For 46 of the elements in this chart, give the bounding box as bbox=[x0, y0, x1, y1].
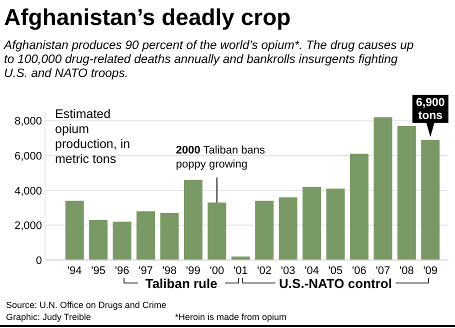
bar bbox=[160, 212, 179, 260]
text: Taliban rule bbox=[145, 276, 218, 291]
x-tick-label: '96 bbox=[114, 265, 130, 277]
text: U.S.-NATO control bbox=[279, 276, 392, 291]
x-tick-label: '02 bbox=[257, 265, 272, 277]
bar bbox=[184, 180, 202, 260]
x-tick-label: '09 bbox=[423, 265, 438, 277]
bar bbox=[374, 117, 392, 260]
y-tick-label: 8,000 bbox=[14, 116, 42, 128]
source-note: Source: U.N. Office on Drugs and Crime bbox=[6, 300, 166, 310]
x-tick-label: '94 bbox=[67, 265, 82, 277]
chart-title: Afghanistan’s deadly crop bbox=[4, 4, 291, 30]
x-tick-label: '95 bbox=[91, 265, 106, 277]
bar bbox=[208, 202, 226, 260]
chart-subtitle: Afghanistan produces 90 percent of the world’s opium*. The drug causes up to 100,000 drug-related deaths annually and bankrolls insurgents fighting U.S. and NATO troops. bbox=[3, 38, 414, 80]
bar bbox=[421, 140, 440, 260]
x-tick-label: '99 bbox=[186, 265, 200, 277]
bar bbox=[302, 186, 322, 260]
x-tick-label: '01 bbox=[233, 265, 248, 277]
bar bbox=[65, 200, 84, 260]
text: Graphic: Judy Treible bbox=[6, 312, 92, 322]
x-tick-label: '04 bbox=[304, 265, 319, 277]
bar bbox=[112, 222, 132, 260]
y-tick-label: 4,000 bbox=[14, 185, 42, 198]
bar bbox=[397, 126, 416, 260]
y-axis-title: Estimated opium production, in metric tons bbox=[55, 107, 130, 166]
y-tick-label: 0 bbox=[36, 255, 42, 267]
annotation: 2000 Taliban bans poppy growing bbox=[176, 144, 266, 171]
x-tick-label: '05 bbox=[328, 265, 343, 277]
y-tick-label: 6,000 bbox=[14, 150, 42, 163]
bar bbox=[350, 154, 368, 260]
bar bbox=[89, 220, 108, 260]
bar bbox=[278, 197, 298, 260]
bar bbox=[136, 211, 156, 260]
x-tick-label: '00 bbox=[210, 265, 224, 277]
x-tick-label: '98 bbox=[162, 265, 177, 277]
x-tick-label: '97 bbox=[138, 265, 153, 277]
text: *Heroin is made from opium bbox=[175, 312, 287, 322]
y-tick-label: 2,000 bbox=[14, 220, 42, 232]
x-tick-label: '07 bbox=[376, 265, 390, 277]
x-tick-label: '03 bbox=[280, 265, 296, 277]
bar bbox=[326, 188, 345, 260]
bar bbox=[255, 200, 274, 260]
x-tick-label: '06 bbox=[352, 265, 366, 277]
x-tick-label: '08 bbox=[399, 265, 414, 277]
annotation: 6,900 tons bbox=[416, 96, 445, 122]
